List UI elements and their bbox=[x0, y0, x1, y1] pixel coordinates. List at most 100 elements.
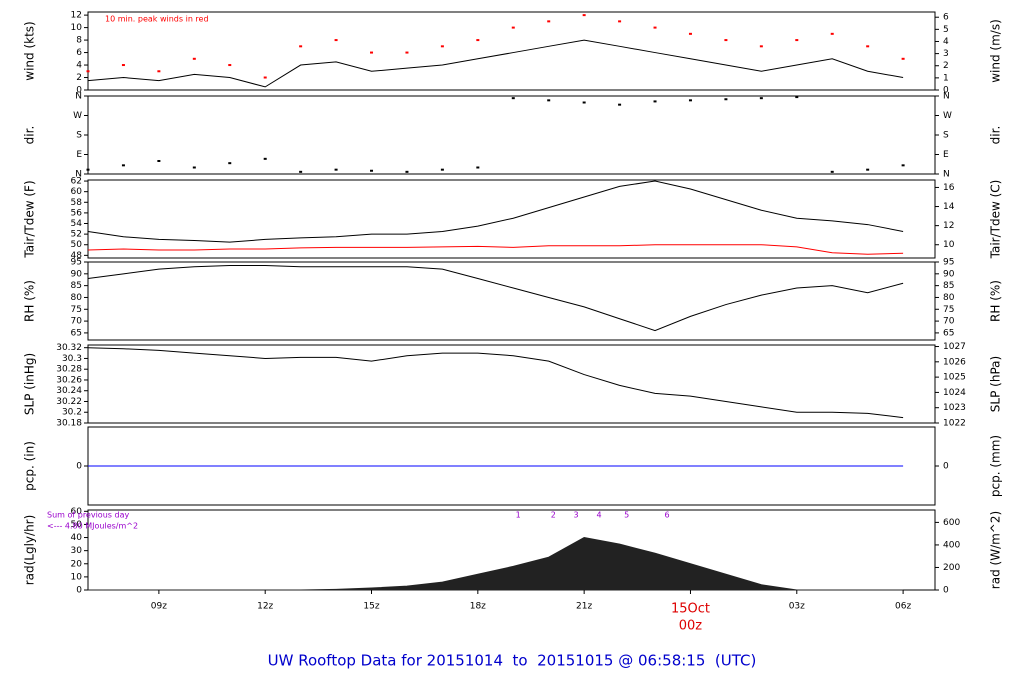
y-axis-label: RH (%) bbox=[23, 280, 37, 322]
y2-tick-label: 14 bbox=[943, 202, 955, 212]
point bbox=[157, 70, 161, 73]
y-tick-label: 30.24 bbox=[56, 386, 82, 396]
point bbox=[334, 39, 338, 42]
line bbox=[87, 39, 904, 88]
y2-tick-label: W bbox=[943, 111, 952, 121]
y-tick-label: 85 bbox=[71, 281, 82, 291]
point bbox=[830, 170, 834, 173]
point bbox=[582, 101, 586, 104]
y2-axis-label: rad (W/m^2) bbox=[989, 511, 1003, 589]
y2-tick-label: E bbox=[943, 150, 949, 160]
y-axis-label: SLP (inHg) bbox=[23, 353, 37, 415]
y-tick-label: 62 bbox=[71, 177, 82, 187]
x-tick-label: 00z bbox=[679, 619, 703, 634]
point bbox=[263, 76, 267, 79]
point bbox=[511, 97, 515, 100]
y-tick-label: 6 bbox=[76, 48, 82, 58]
y-axis-label: wind (kts) bbox=[23, 21, 37, 80]
point bbox=[618, 20, 622, 23]
y2-tick-label: 12 bbox=[943, 221, 954, 231]
y-tick-label: S bbox=[76, 131, 82, 141]
y2-tick-label: 1023 bbox=[943, 403, 966, 413]
y-axis-label: pcp. (in) bbox=[23, 441, 37, 491]
y-tick-label: 30.18 bbox=[56, 419, 82, 429]
point bbox=[228, 162, 232, 165]
y-tick-label: 30.3 bbox=[62, 354, 82, 364]
y2-tick-label: 1026 bbox=[943, 357, 966, 367]
y-tick-label: 95 bbox=[71, 258, 82, 268]
y2-tick-label: 70 bbox=[943, 317, 955, 327]
y-tick-label: 60 bbox=[71, 507, 83, 517]
date-label: 15Oct bbox=[671, 602, 710, 617]
y-tick-label: 0 bbox=[76, 86, 82, 96]
y-axis-label: dir. bbox=[23, 126, 37, 145]
panel-frame bbox=[87, 11, 936, 91]
point bbox=[795, 39, 799, 42]
point bbox=[405, 170, 409, 173]
point bbox=[476, 166, 480, 169]
y2-tick-label: 65 bbox=[943, 328, 954, 338]
y-tick-label: 48 bbox=[71, 251, 83, 261]
point bbox=[759, 97, 763, 100]
point bbox=[192, 166, 196, 169]
point bbox=[121, 64, 125, 67]
y-tick-label: 50 bbox=[71, 520, 83, 530]
y-tick-label: 58 bbox=[71, 198, 83, 208]
x-tick-label: 09z bbox=[151, 602, 167, 612]
x-tick-label: 15z bbox=[363, 602, 379, 612]
y2-tick-label: 5 bbox=[943, 25, 949, 35]
y-tick-label: 10 bbox=[71, 23, 83, 33]
panel-frame bbox=[87, 95, 936, 175]
x-tick-label: 18z bbox=[470, 602, 486, 612]
y-tick-label: 40 bbox=[71, 533, 83, 543]
point bbox=[901, 57, 905, 60]
y2-tick-label: 1022 bbox=[943, 419, 966, 429]
point bbox=[653, 26, 657, 29]
y-tick-label: 30.28 bbox=[56, 365, 82, 375]
y-tick-label: 54 bbox=[71, 219, 83, 229]
y-tick-label: 52 bbox=[71, 230, 82, 240]
point bbox=[901, 164, 905, 167]
y2-tick-label: 1024 bbox=[943, 388, 966, 398]
line bbox=[87, 347, 904, 419]
point bbox=[476, 39, 480, 42]
panel-frame bbox=[87, 261, 936, 341]
chart-title: UW Rooftop Data for 20151014 to 20151015… bbox=[268, 652, 757, 670]
y2-axis-label: SLP (hPa) bbox=[989, 356, 1003, 412]
point bbox=[299, 45, 303, 48]
y-tick-label: 30.22 bbox=[56, 397, 82, 407]
y-tick-label: 30 bbox=[71, 546, 83, 556]
y2-tick-label: 6 bbox=[943, 13, 949, 23]
y-tick-label: 2 bbox=[76, 73, 82, 83]
y-tick-label: E bbox=[76, 150, 82, 160]
point bbox=[334, 168, 338, 171]
point bbox=[724, 39, 728, 42]
y2-axis-label: Tair/Tdew (C) bbox=[989, 180, 1003, 260]
y-tick-label: 90 bbox=[71, 269, 83, 279]
y2-tick-label: N bbox=[943, 170, 950, 180]
y2-tick-label: 1 bbox=[943, 73, 949, 83]
y2-tick-label: 200 bbox=[943, 563, 960, 573]
y-axis-label: Tair/Tdew (F) bbox=[23, 180, 37, 258]
y-tick-label: 80 bbox=[71, 293, 83, 303]
point bbox=[724, 98, 728, 101]
panel-frame bbox=[87, 344, 936, 424]
point bbox=[688, 99, 692, 102]
point bbox=[511, 26, 515, 29]
point bbox=[263, 157, 267, 160]
point bbox=[86, 168, 90, 171]
panel-frame bbox=[87, 179, 936, 259]
point bbox=[370, 51, 374, 54]
area bbox=[88, 537, 904, 591]
y-tick-label: W bbox=[73, 111, 82, 121]
x-tick-label: 03z bbox=[789, 602, 805, 612]
marker-label: 5 bbox=[624, 511, 629, 520]
y-tick-label: 30.26 bbox=[56, 375, 82, 385]
y-tick-label: 30.32 bbox=[56, 343, 82, 353]
marker-label: 2 bbox=[551, 511, 556, 520]
point bbox=[405, 51, 409, 54]
point bbox=[618, 103, 622, 106]
y2-axis-label: pcp. (mm) bbox=[989, 435, 1003, 497]
y2-tick-label: 16 bbox=[943, 183, 955, 193]
y-tick-label: 0 bbox=[76, 462, 82, 472]
